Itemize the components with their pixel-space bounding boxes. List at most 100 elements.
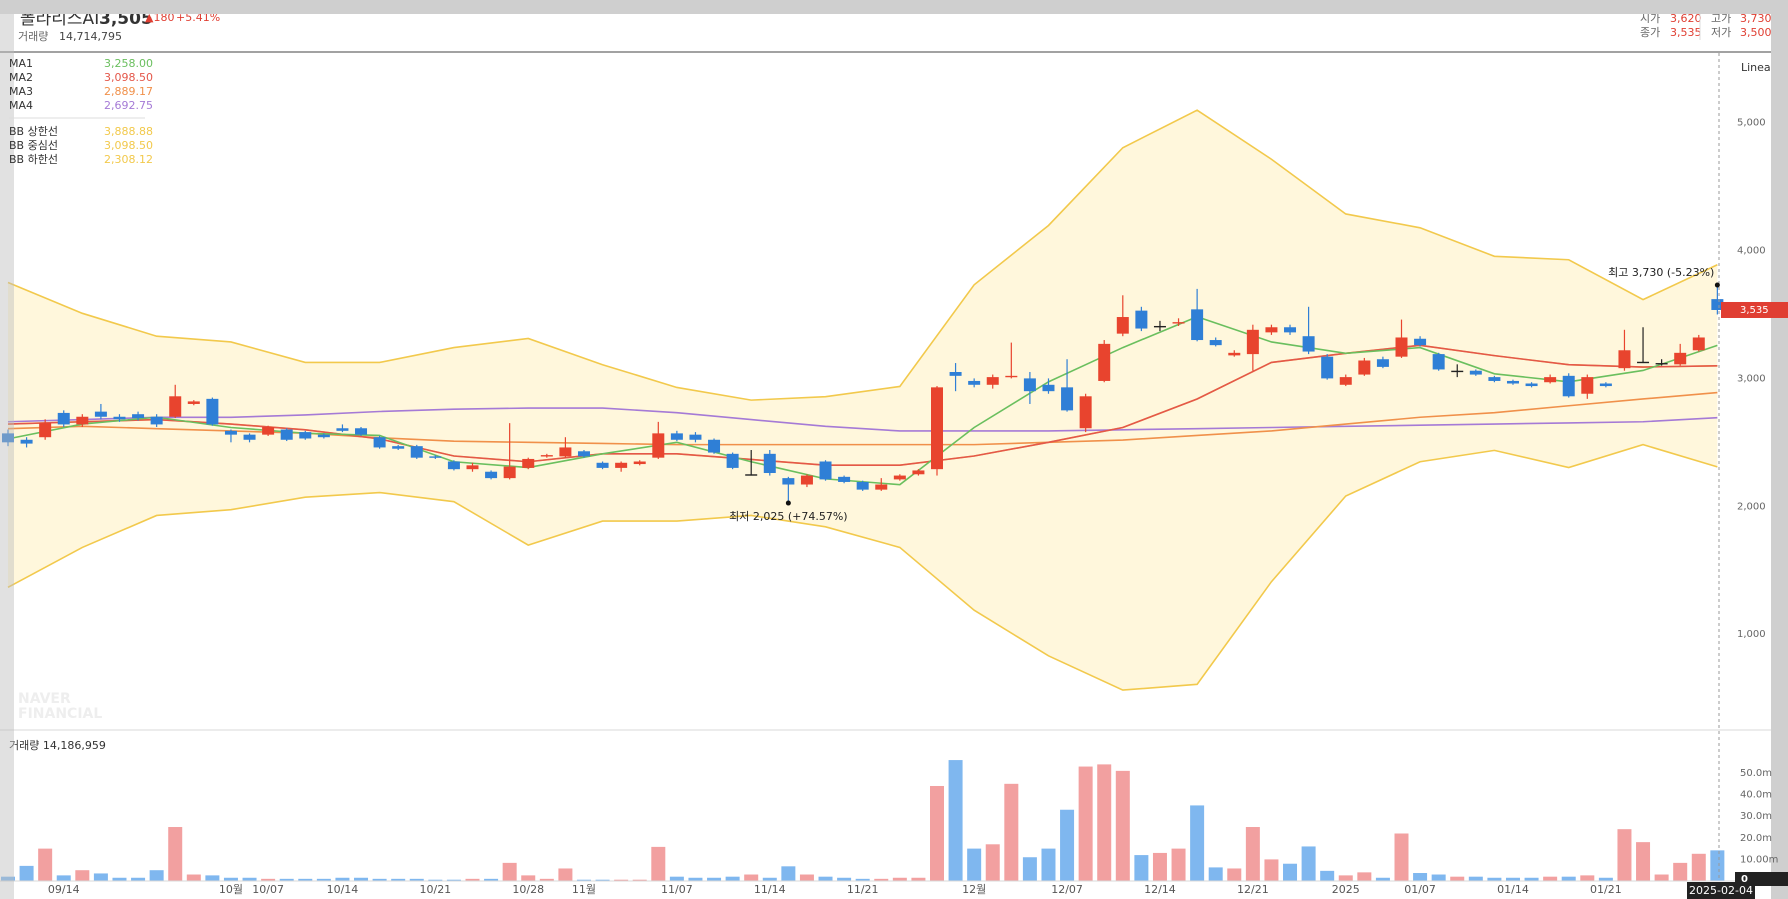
legend-value: 2,889.17 — [104, 85, 153, 98]
cursor-date: 2025-02-04 — [1689, 884, 1753, 897]
volume-bar — [707, 877, 722, 881]
price-tag — [1721, 301, 1788, 318]
legend-value: 3,098.50 — [104, 71, 153, 84]
x-tick-label: 12/21 — [1237, 883, 1269, 896]
legend-name: MA4 — [9, 99, 33, 112]
volume-bar — [1691, 853, 1706, 881]
volume-bar — [428, 879, 443, 881]
x-tick-label: 12월 — [962, 883, 986, 896]
candle-body — [931, 387, 943, 470]
volume-bar — [1097, 764, 1112, 881]
price-tag-label: 3,535 — [1740, 305, 1769, 316]
candle-body — [1432, 354, 1445, 370]
candle-body — [317, 434, 330, 438]
candle-body — [1376, 359, 1389, 367]
candle-body — [559, 447, 572, 457]
x-tick-label: 10/21 — [419, 883, 451, 896]
volume-bar — [19, 865, 34, 881]
annotation-dot — [785, 500, 791, 506]
candle-body — [392, 446, 405, 449]
volume-bar — [1357, 872, 1372, 881]
legend-value: 3,888.88 — [104, 125, 153, 138]
candle-body — [522, 458, 535, 468]
volume-bar — [818, 876, 833, 881]
volume-tick-label: 20.0m — [1740, 833, 1772, 844]
volume-title: 거래량 14,186,959 — [9, 739, 106, 752]
candle-body — [1135, 310, 1148, 329]
candle-body — [670, 433, 683, 440]
candle-body — [57, 412, 70, 425]
volume-bar — [279, 878, 294, 881]
candle-body — [986, 377, 999, 385]
volume-bar — [354, 877, 369, 881]
volume-bar — [911, 877, 926, 881]
volume-bar — [1208, 867, 1223, 881]
volume-bar — [261, 878, 276, 881]
candle-body — [1469, 370, 1482, 375]
ohlc-label: 종가 — [1640, 26, 1660, 39]
volume-bar — [1561, 876, 1576, 881]
x-tick-label: 11/14 — [754, 883, 786, 896]
candle-body — [39, 423, 52, 438]
volume-bar — [502, 862, 517, 881]
ohlc-value: 3,730 — [1740, 12, 1772, 25]
indicator-line — [7, 109, 1718, 401]
candle-body — [577, 451, 590, 457]
volume-bar — [669, 876, 684, 881]
volume-tick-label: 10.00m — [1740, 854, 1778, 865]
volume-bar — [1227, 868, 1242, 881]
volume-bar — [391, 878, 406, 881]
volume-bar — [1115, 770, 1130, 881]
candle-body — [1637, 361, 1650, 364]
volume-bar — [1636, 842, 1651, 881]
volume-bar — [372, 878, 387, 881]
candle-body — [1172, 322, 1185, 324]
volume-bar — [1134, 855, 1149, 881]
candle-body — [596, 462, 609, 468]
annotation-label: 최고 3,730 (-5.23%) — [1608, 266, 1714, 279]
volume-bar — [985, 844, 1000, 881]
ohlc-value: 3,620 — [1670, 12, 1702, 25]
candle-body — [1618, 350, 1631, 369]
volume-bar — [1264, 859, 1279, 881]
candle-body — [113, 416, 126, 420]
volume-bar — [1152, 852, 1167, 881]
scale-toggle[interactable]: Linear — [1741, 61, 1776, 74]
indicator-line — [7, 443, 1718, 691]
volume-bar — [1245, 827, 1260, 881]
volume-bar — [186, 874, 201, 881]
candles-layer — [2, 285, 1724, 504]
volume-bar — [558, 868, 573, 881]
candle-body — [912, 470, 925, 475]
volume-bar — [892, 877, 907, 881]
candle-body — [1581, 377, 1594, 394]
volume-bar — [1078, 766, 1093, 881]
candle-body — [262, 426, 275, 435]
volume-bar — [1338, 875, 1353, 881]
candle-body — [1005, 375, 1018, 378]
volume-bar — [1450, 876, 1465, 881]
legend-name: BB 하한선 — [9, 152, 58, 166]
window-frame — [0, 14, 14, 899]
volume-bar — [56, 875, 71, 881]
window-frame — [0, 0, 1788, 14]
volume-bar — [521, 875, 536, 881]
candle-body — [949, 372, 962, 376]
volume-bar — [1580, 875, 1595, 881]
volume-bar — [1320, 870, 1335, 881]
volume-bar — [1060, 809, 1075, 881]
band-layer — [8, 110, 1718, 691]
candle-body — [132, 414, 145, 419]
volume-bar — [223, 877, 238, 881]
x-tick-label: 01/14 — [1497, 883, 1529, 896]
volume-bar — [1041, 848, 1056, 881]
volume-bar — [948, 760, 963, 881]
candle-body — [968, 380, 981, 385]
volume-bar — [874, 878, 889, 881]
candle-body — [615, 462, 628, 468]
candle-body — [1414, 338, 1427, 346]
candle-body — [447, 461, 460, 470]
x-tick-label: 2025 — [1332, 883, 1360, 896]
volume-bar — [149, 870, 164, 881]
